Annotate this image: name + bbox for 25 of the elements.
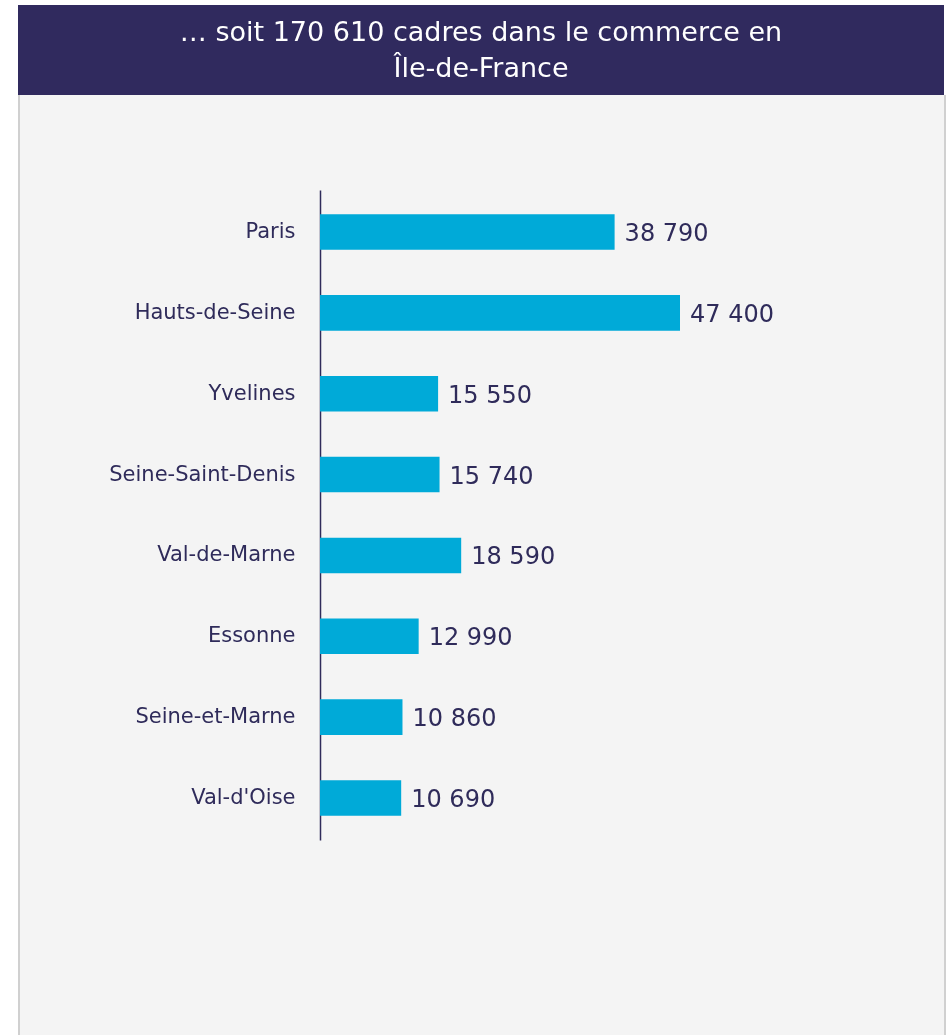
data-label: 38 790 — [624, 219, 709, 248]
data-label: 12 990 — [428, 623, 513, 652]
bar — [320, 456, 440, 493]
y-tick-label: Seine-et-Marne — [135, 704, 296, 729]
y-tick-label: Seine-Saint-Denis — [109, 461, 296, 486]
bar — [320, 537, 462, 574]
bar — [320, 295, 680, 331]
chart-title: … soit 170 610 cadres dans le commerce en Île-de-France — [18, 5, 944, 95]
bar — [320, 375, 439, 412]
data-label: 15 740 — [449, 461, 534, 490]
y-tick-label: Hauts-de-Seine — [134, 299, 296, 324]
bar — [320, 699, 403, 735]
y-tick-label: Val-de-Marne — [157, 542, 296, 567]
y-tick-label: Essonne — [207, 623, 296, 648]
data-label: 15 550 — [448, 380, 533, 409]
y-tick-label: Yvelines — [207, 380, 296, 405]
data-label: 10 860 — [412, 704, 497, 733]
bar — [320, 618, 419, 655]
data-label: 10 690 — [411, 784, 496, 813]
bar — [320, 214, 615, 250]
y-tick-label: Val-d'Oise — [191, 784, 296, 809]
bar — [320, 780, 402, 816]
data-label: 47 400 — [690, 299, 774, 328]
y-tick-label: Paris — [245, 219, 296, 244]
data-label: 18 590 — [471, 542, 556, 571]
